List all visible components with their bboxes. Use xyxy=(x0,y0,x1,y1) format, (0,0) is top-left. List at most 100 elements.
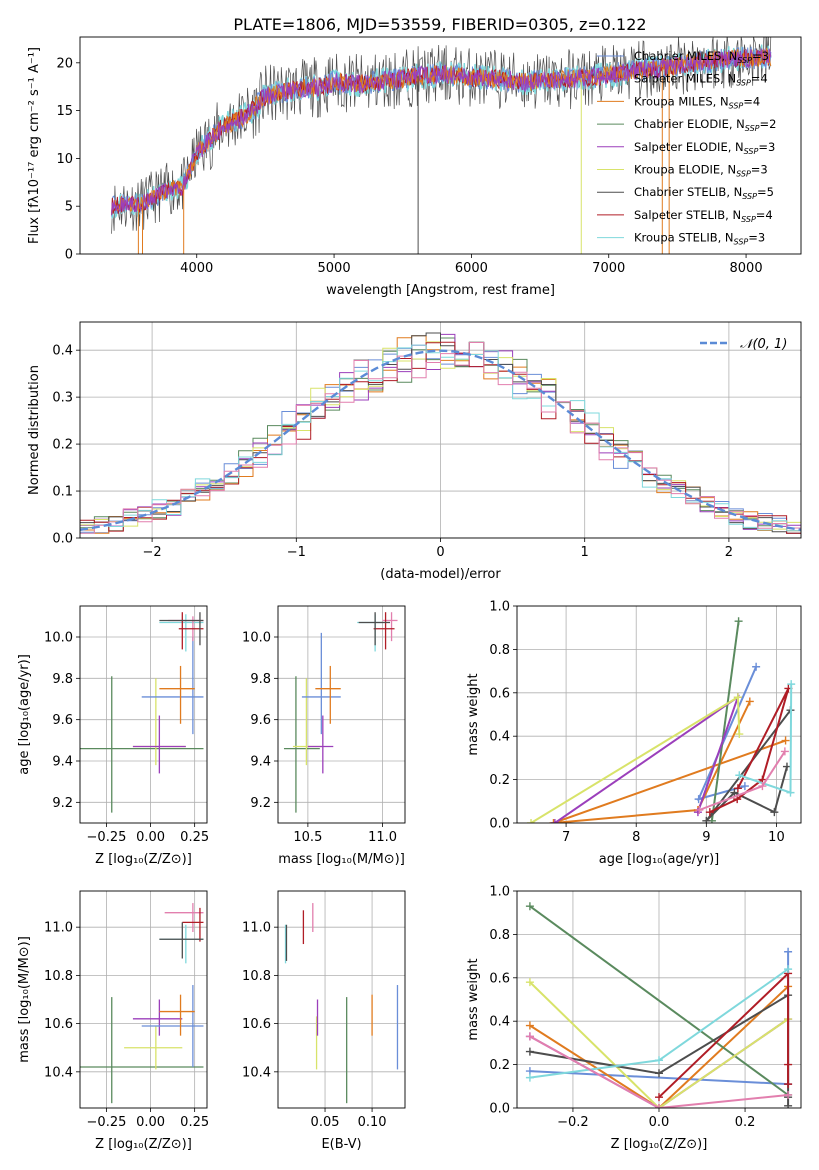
legend-label: Chabrier STELIB, NSSP=5 xyxy=(634,185,774,201)
x-tick-label: 0.00 xyxy=(136,1115,165,1130)
legend-label: Salpeter STELIB, NSSP=4 xyxy=(634,208,773,224)
x-tick-label: 7000 xyxy=(592,261,625,276)
panel-residuals: −2 −1 0 1 2 0.0 0.1 0.2 0.3 0.4 (data-model)/error… xyxy=(27,321,802,582)
y-tick-label: 10.0 xyxy=(242,631,271,646)
weight-point xyxy=(525,1032,534,1041)
y-tick-label: 0.1 xyxy=(52,485,73,500)
panel-mass_vs_Z: −0.25 0.00 0.25 10.4 10.6 10.8 11.0 Z [log₁₀(Z/… xyxy=(17,890,209,1152)
residual-histogram xyxy=(80,342,801,534)
panel-spectrum: 4000 5000 6000 7000 8000 0 5 10 15 20 wavelength [… xyxy=(27,36,802,298)
weight-line xyxy=(553,701,786,823)
x-tick-label: 0.25 xyxy=(180,1115,209,1130)
x-tick-label: −1 xyxy=(287,545,306,560)
x-tick-label: 6000 xyxy=(455,261,488,276)
x-tick-label: 0 xyxy=(436,545,444,560)
y-tick-label: 0.4 xyxy=(489,730,510,745)
legend-label: 𝒩(0, 1) xyxy=(740,337,787,352)
y-tick-label: 11.0 xyxy=(44,921,73,936)
axes-frame xyxy=(79,321,802,539)
plot-area-mass_vs_Z xyxy=(80,891,207,1108)
x-tick-label: 10 xyxy=(768,830,785,845)
y-tick-label: 15 xyxy=(56,104,73,119)
weight-line xyxy=(529,981,789,1108)
y-tick-label: 9.2 xyxy=(52,796,73,811)
y-tick-label: 10.8 xyxy=(242,969,271,984)
weight-point xyxy=(695,805,704,814)
weight-point xyxy=(733,693,742,702)
axes-frame xyxy=(516,605,802,824)
y-tick-label: 10.8 xyxy=(44,969,73,984)
weight-line xyxy=(529,1035,789,1108)
weight-point xyxy=(705,808,714,817)
x-axis-label: age [log₁₀(age/yr)] xyxy=(599,852,720,867)
x-tick-label: 0.00 xyxy=(136,830,165,845)
figure-title: PLATE=1806, MJD=53559, FIBERID=0305, z=0… xyxy=(233,15,646,34)
weight-point xyxy=(733,784,742,793)
weight-point xyxy=(782,762,791,771)
y-tick-label: 0.0 xyxy=(489,817,510,832)
weight-point xyxy=(787,680,796,689)
y-tick-label: 5 xyxy=(65,200,73,215)
x-axis-label: E(B-V) xyxy=(321,1137,361,1152)
legend-label: Kroupa MILES, NSSP=4 xyxy=(634,94,760,110)
weight-point xyxy=(784,947,793,956)
weight-point xyxy=(784,1101,793,1108)
weight-line xyxy=(529,985,789,1108)
x-tick-label: 9 xyxy=(702,830,710,845)
weight-point xyxy=(734,617,743,626)
x-tick-label: 0.25 xyxy=(180,830,209,845)
plot-area-age_vs_Z xyxy=(80,606,207,823)
x-tick-label: 0.05 xyxy=(311,1115,340,1130)
axes-frame xyxy=(79,36,802,255)
x-tick-label: 0.10 xyxy=(358,1115,387,1130)
axes-frame xyxy=(277,890,406,1109)
weight-point xyxy=(655,1104,663,1108)
normal-curve xyxy=(80,349,801,531)
y-tick-label: 0.2 xyxy=(52,438,73,453)
plot-area-weight_vs_age xyxy=(517,606,801,823)
weight-point xyxy=(735,730,744,739)
legend-label: Salpeter ELODIE, NSSP=3 xyxy=(634,140,775,156)
panel-age_vs_Z: −0.25 0.00 0.25 9.2 9.4 9.6 9.8 10.0 Z [log₁₀(Z/… xyxy=(17,605,209,867)
weight-point xyxy=(752,662,761,671)
weight-point xyxy=(694,795,703,804)
y-tick-label: 20 xyxy=(56,56,73,71)
y-tick-label: 0.6 xyxy=(489,686,510,701)
weight-point xyxy=(525,978,534,987)
weight-line xyxy=(529,905,789,1096)
y-axis-label: Flux [fλ10⁻¹⁷ erg cm⁻² s⁻¹ A⁻¹] xyxy=(27,47,42,244)
y-tick-label: 0.2 xyxy=(489,773,510,788)
x-axis-label: (data-model)/error xyxy=(380,567,501,582)
legend-label: Chabrier ELODIE, NSSP=2 xyxy=(634,117,776,133)
panel-weight_vs_age: 7 8 9 10 0.0 0.2 0.4 0.6 0.8 1.0 age [log₁₀(age/yr… xyxy=(466,600,802,867)
plot-area-spectrum xyxy=(111,37,772,254)
y-tick-label: 10.0 xyxy=(44,631,73,646)
plot-area-mass_vs_EBV xyxy=(278,891,405,1108)
weight-point xyxy=(786,788,795,797)
weight-point xyxy=(784,965,793,974)
x-axis-label: Z [log₁₀(Z/Z⊙)] xyxy=(611,1137,708,1152)
axes-frame xyxy=(79,890,208,1109)
weight-point xyxy=(735,771,744,780)
panel-weight_vs_Z: −0.2 0.0 0.2 0.0 0.2 0.4 0.6 0.8 1.0 Z [log₁₀(Z/Z… xyxy=(466,885,802,1152)
y-axis-label: mass weight xyxy=(466,958,481,1040)
legend-label: Salpeter MILES, NSSP=4 xyxy=(634,72,768,88)
weight-point xyxy=(758,782,767,791)
x-tick-label: 0.0 xyxy=(649,1115,670,1130)
y-tick-label: 10.6 xyxy=(44,1017,73,1032)
y-tick-label: 0.0 xyxy=(52,532,73,547)
weight-point xyxy=(525,1047,534,1056)
weight-point xyxy=(655,1069,663,1078)
weight-line xyxy=(554,694,740,823)
x-tick-label: 5000 xyxy=(318,261,351,276)
weight-point xyxy=(784,1080,793,1089)
y-tick-label: 10 xyxy=(56,152,73,167)
panel-age_vs_mass: 10.5 11.0 9.2 9.4 9.6 9.8 10.0 mass [log₁₀(M/M⊙… xyxy=(242,605,406,867)
spectrum-line xyxy=(111,48,772,215)
y-axis-label: mass weight xyxy=(466,673,481,755)
x-axis-label: wavelength [Angstrom, rest frame] xyxy=(326,283,555,298)
y-tick-label: 9.6 xyxy=(52,713,73,728)
plot-area-age_vs_mass xyxy=(278,606,405,823)
y-tick-label: 0.0 xyxy=(489,1102,510,1117)
